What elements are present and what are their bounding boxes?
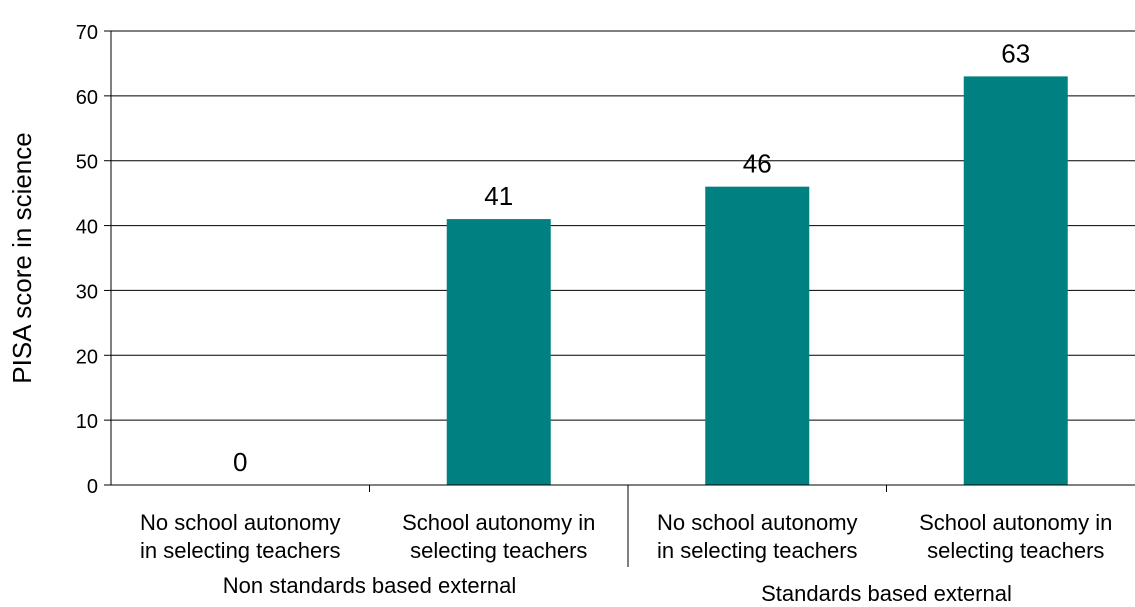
axes <box>110 31 1135 567</box>
category-label: in selecting teachers <box>140 538 341 563</box>
y-tick-label: 40 <box>76 217 98 239</box>
y-tick-label: 50 <box>76 152 98 174</box>
category-label: School autonomy in <box>402 510 595 535</box>
category-label: in selecting teachers <box>657 538 858 563</box>
y-tick-label: 70 <box>76 22 98 44</box>
y-tick-label: 10 <box>76 411 98 433</box>
data-label: 0 <box>233 447 247 477</box>
data-label: 41 <box>484 181 513 211</box>
category-label: selecting teachers <box>927 538 1104 563</box>
bar <box>446 219 551 486</box>
bar <box>705 186 810 485</box>
data-label: 63 <box>1001 38 1030 68</box>
y-axis-label: PISA score in science <box>7 132 37 383</box>
category-label: selecting teachers <box>410 538 587 563</box>
data-label: 46 <box>743 149 772 179</box>
group-label: Non standards based external <box>223 573 517 598</box>
group-labels: Non standards based external Standards ba… <box>223 573 1012 606</box>
y-tick-label: 20 <box>76 346 98 368</box>
category-labels: No school autonomy in selecting teachers S… <box>140 510 1112 563</box>
category-label: No school autonomy <box>657 510 858 535</box>
category-label: No school autonomy <box>140 510 341 535</box>
category-label: School autonomy in <box>919 510 1112 535</box>
bars <box>446 76 1068 486</box>
y-tick-label: 60 <box>76 87 98 109</box>
bar <box>963 76 1068 486</box>
group-label: Standards based external <box>761 581 1012 606</box>
y-tick-labels: 0 10 20 30 40 50 60 70 <box>76 22 98 498</box>
data-labels: 0 41 46 63 <box>233 38 1030 477</box>
y-tick-label: 30 <box>76 281 98 303</box>
y-tick-label: 0 <box>87 476 98 498</box>
